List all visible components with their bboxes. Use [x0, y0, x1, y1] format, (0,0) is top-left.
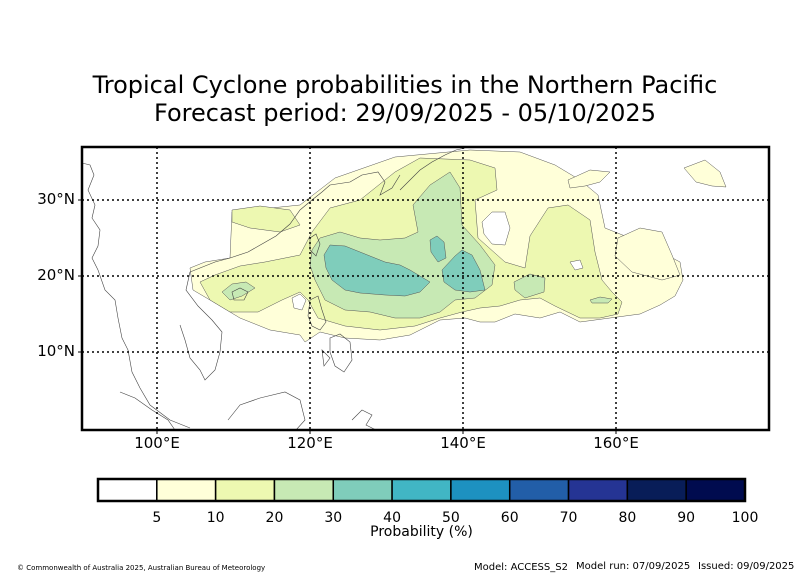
model-run-date: Model run: 07/09/2025 — [576, 561, 691, 572]
model-name: Model: ACCESS_S2 — [474, 562, 568, 573]
colorbar-segment-4 — [332, 478, 393, 502]
colorbar-segment-6 — [450, 478, 511, 502]
colorbar-tick-40: 40 — [383, 510, 401, 526]
contour-30pct-d — [589, 296, 613, 304]
colorbar — [96, 477, 747, 503]
colorbar-tick-60: 60 — [500, 510, 519, 526]
colorbar-title: Probability (%) — [370, 524, 473, 540]
contour-5pct-n — [567, 169, 611, 189]
colorbar-segment-10 — [685, 478, 746, 502]
colorbar-tick-10: 10 — [206, 510, 225, 526]
map-ticks — [78, 199, 617, 434]
colorbar-tick-70: 70 — [559, 510, 578, 526]
issued-date: Issued: 09/09/2025 — [698, 561, 795, 572]
colorbar-tick-90: 90 — [677, 510, 696, 526]
lat-label-20n: 20°N — [37, 266, 75, 284]
contour-hole-3 — [569, 259, 584, 271]
probability-contours — [189, 149, 727, 343]
lat-label-10n: 10°N — [37, 342, 75, 360]
map-frame — [80, 145, 771, 432]
contour-5pct-east — [614, 227, 681, 281]
colorbar-tick-80: 80 — [618, 510, 637, 526]
colorbar-tick-5: 5 — [152, 510, 162, 526]
colorbar-tick-20: 20 — [265, 510, 284, 526]
colorbar-segment-5 — [391, 478, 452, 502]
coast-japan — [399, 147, 466, 191]
contour-10pct-n — [231, 205, 301, 233]
lat-label-30n: 30°N — [37, 190, 75, 208]
forecast-period: Forecast period: 29/09/2025 - 05/10/2025 — [154, 99, 656, 127]
contour-hole-2 — [291, 293, 307, 311]
copyright-notice: © Commonwealth of Australia 2025, Austra… — [17, 564, 266, 572]
colorbar-segment-2 — [214, 478, 276, 502]
colorbar-segment-3 — [273, 478, 335, 502]
lon-label-120e: 120°E — [287, 434, 333, 452]
colorbar-tick-100: 100 — [731, 510, 759, 526]
contour-5pct-ne — [683, 159, 727, 188]
coast-indochina — [179, 271, 223, 381]
coast-sulawesi — [351, 409, 377, 430]
lon-label-100e: 100°E — [134, 434, 180, 452]
colorbar-segment-7 — [508, 478, 570, 502]
coastlines — [82, 147, 466, 430]
contour-20pct-w — [221, 281, 256, 301]
lon-label-140e: 140°E — [440, 434, 486, 452]
colorbar-segment-9 — [626, 478, 687, 502]
coast-philippines — [307, 295, 353, 373]
colorbar-tick-30: 30 — [324, 510, 343, 526]
coast-hainan — [231, 287, 249, 301]
contour-30pct-b — [441, 249, 486, 293]
colorbar-tick-50: 50 — [441, 510, 460, 526]
colorbar-segment-1 — [156, 478, 217, 502]
lon-label-160e: 160°E — [593, 434, 639, 452]
contour-30pct-c — [429, 235, 447, 263]
colorbar-segment-8 — [567, 478, 629, 502]
contour-30pct — [323, 244, 431, 297]
contour-hole-1 — [481, 211, 511, 246]
contour-20pct-e — [513, 273, 546, 299]
coast-borneo — [227, 391, 306, 430]
colorbar-segment-0 — [97, 478, 158, 502]
chart-title: Tropical Cyclone probabilities in the No… — [92, 71, 718, 99]
coast-sumatra-malaya — [119, 391, 176, 430]
coast-asia-mainland — [82, 162, 191, 429]
graticule — [82, 147, 769, 430]
colorbar-frame — [96, 477, 747, 503]
